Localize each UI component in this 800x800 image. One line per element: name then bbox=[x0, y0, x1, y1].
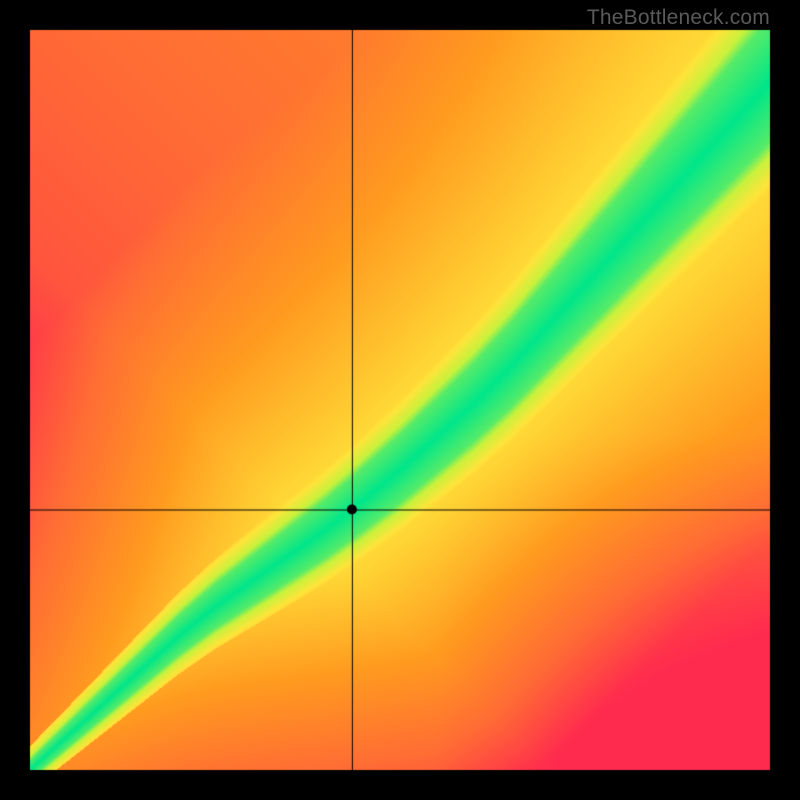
heatmap-canvas bbox=[0, 0, 800, 800]
chart-container: TheBottleneck.com bbox=[0, 0, 800, 800]
attribution-text: TheBottleneck.com bbox=[587, 6, 770, 30]
